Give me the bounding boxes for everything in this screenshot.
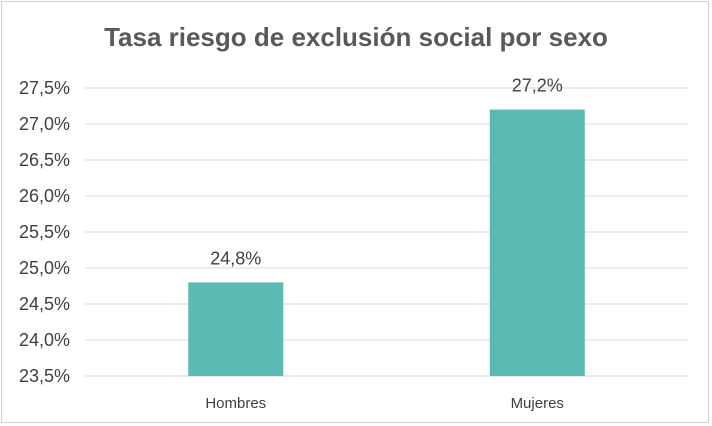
y-tick-label: 25,0%: [19, 258, 70, 278]
y-tick-label: 24,5%: [19, 294, 70, 314]
y-axis-ticks: 23,5% 24,0% 24,5% 25,0% 25,5% 26,0% 26,5% 27,0%…: [19, 78, 70, 386]
data-label-mujeres: 27,2%: [512, 76, 563, 96]
y-tick-label: 26,0%: [19, 186, 70, 206]
y-tick-label: 27,5%: [19, 78, 70, 98]
x-category-mujeres: Mujeres: [511, 395, 564, 412]
y-tick-label: 25,5%: [19, 222, 70, 242]
x-axis-categories: Hombres Mujeres: [205, 395, 564, 412]
chart-title: Tasa riesgo de exclusión social por sexo: [104, 22, 608, 52]
y-tick-label: 26,5%: [19, 150, 70, 170]
y-tick-label: 23,5%: [19, 366, 70, 386]
x-category-hombres: Hombres: [205, 395, 266, 412]
bars: [188, 109, 585, 376]
y-tick-label: 27,0%: [19, 114, 70, 134]
data-label-hombres: 24,8%: [210, 248, 261, 268]
bar-mujeres: [489, 109, 585, 376]
gridlines: [85, 87, 688, 377]
bar-hombres: [188, 282, 284, 376]
y-tick-label: 24,0%: [19, 330, 70, 350]
data-labels: 24,8% 27,2%: [210, 76, 563, 269]
